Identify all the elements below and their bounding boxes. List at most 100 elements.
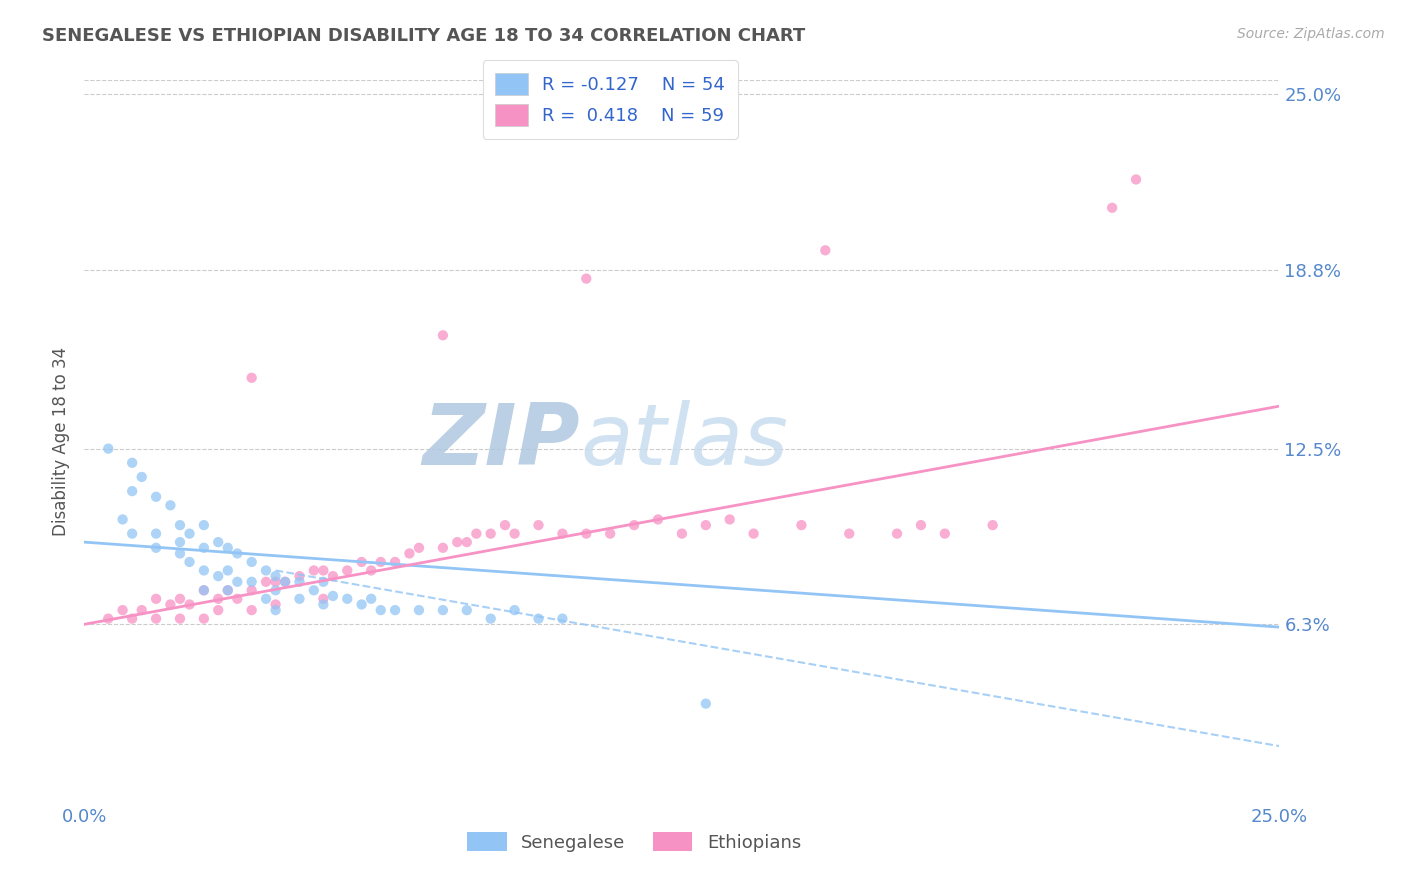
Point (226, 591, 249, 606)
Point (288, 574, 311, 589)
Point (207, 603, 229, 617)
Point (336, 591, 359, 606)
Point (121, 526, 143, 541)
Point (575, 526, 598, 541)
Point (322, 569, 344, 583)
Point (551, 612, 574, 626)
Point (254, 591, 277, 606)
Point (384, 555, 406, 569)
Point (121, 612, 143, 626)
Point (264, 583, 287, 598)
Point (207, 535, 229, 549)
Point (264, 598, 287, 612)
Point (240, 371, 263, 385)
Point (169, 591, 191, 606)
Point (695, 697, 717, 711)
Text: atlas: atlas (581, 400, 789, 483)
Point (226, 574, 249, 589)
Point (838, 526, 860, 541)
Point (599, 526, 621, 541)
Point (886, 526, 908, 541)
Point (479, 612, 502, 626)
Point (274, 574, 297, 589)
Point (408, 603, 430, 617)
Point (370, 555, 392, 569)
Point (121, 456, 143, 470)
Point (274, 574, 297, 589)
Point (145, 612, 167, 626)
Point (384, 603, 406, 617)
Point (494, 518, 516, 533)
Point (145, 526, 167, 541)
Point (179, 555, 201, 569)
Point (408, 541, 430, 555)
Point (503, 526, 526, 541)
Point (240, 603, 263, 617)
Point (1101, 201, 1123, 215)
Point (179, 598, 201, 612)
Point (910, 518, 932, 533)
Point (169, 535, 191, 549)
Legend: Senegalese, Ethiopians: Senegalese, Ethiopians (460, 825, 808, 859)
Point (503, 603, 526, 617)
Point (169, 518, 191, 533)
Point (456, 535, 478, 549)
Point (312, 574, 335, 589)
Point (240, 574, 263, 589)
Point (312, 598, 335, 612)
Point (350, 555, 373, 569)
Point (432, 603, 454, 617)
Point (742, 526, 765, 541)
Point (159, 498, 181, 512)
Point (264, 603, 287, 617)
Point (718, 512, 741, 526)
Point (207, 591, 229, 606)
Point (671, 526, 693, 541)
Point (288, 569, 311, 583)
Point (159, 598, 181, 612)
Point (432, 541, 454, 555)
Point (370, 603, 392, 617)
Point (814, 244, 837, 258)
Point (312, 564, 335, 578)
Point (131, 470, 153, 484)
Point (479, 526, 502, 541)
Point (121, 484, 143, 499)
Text: Source: ZipAtlas.com: Source: ZipAtlas.com (1237, 27, 1385, 41)
Point (207, 569, 229, 583)
Point (193, 612, 215, 626)
Point (226, 546, 249, 560)
Point (264, 569, 287, 583)
Point (527, 612, 550, 626)
Point (111, 512, 134, 526)
Point (575, 271, 598, 285)
Point (193, 518, 215, 533)
Point (217, 583, 239, 598)
Point (336, 564, 359, 578)
Point (312, 591, 335, 606)
Point (695, 518, 717, 533)
Point (551, 526, 574, 541)
Point (465, 526, 488, 541)
Point (193, 583, 215, 598)
Point (179, 526, 201, 541)
Point (254, 564, 277, 578)
Point (193, 564, 215, 578)
Point (217, 564, 239, 578)
Point (145, 591, 167, 606)
Point (981, 518, 1004, 533)
Point (1125, 172, 1147, 186)
Point (302, 583, 325, 598)
Point (647, 512, 669, 526)
Point (398, 546, 420, 560)
Point (193, 541, 215, 555)
Point (623, 518, 645, 533)
Point (169, 546, 191, 560)
Point (527, 518, 550, 533)
Y-axis label: Disability Age 18 to 34: Disability Age 18 to 34 (52, 347, 70, 536)
Point (217, 541, 239, 555)
Point (145, 490, 167, 504)
Point (97, 612, 120, 626)
Point (934, 526, 956, 541)
Point (264, 574, 287, 589)
